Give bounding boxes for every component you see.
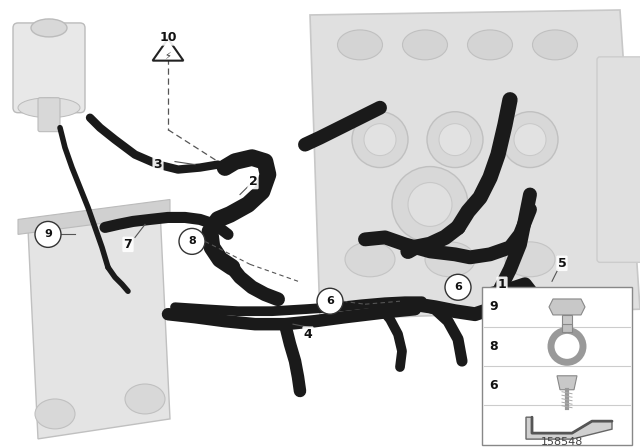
- Ellipse shape: [18, 98, 80, 118]
- Text: 3: 3: [154, 158, 163, 171]
- Polygon shape: [526, 417, 612, 439]
- Circle shape: [352, 112, 408, 168]
- Circle shape: [179, 228, 205, 254]
- Bar: [562, 324, 572, 332]
- Bar: [482, 287, 632, 445]
- FancyBboxPatch shape: [13, 23, 85, 113]
- Circle shape: [35, 221, 61, 247]
- Circle shape: [502, 112, 558, 168]
- Polygon shape: [152, 39, 184, 60]
- Polygon shape: [549, 299, 585, 315]
- Circle shape: [317, 288, 343, 314]
- Text: 2: 2: [248, 175, 257, 188]
- Text: ⚡: ⚡: [164, 51, 172, 61]
- Circle shape: [364, 124, 396, 155]
- Text: 10: 10: [159, 31, 177, 44]
- Circle shape: [427, 112, 483, 168]
- Text: 6: 6: [490, 379, 499, 392]
- Circle shape: [445, 274, 471, 300]
- Ellipse shape: [125, 384, 165, 414]
- Polygon shape: [18, 199, 170, 234]
- Text: 158548: 158548: [541, 437, 583, 447]
- Bar: [562, 315, 572, 329]
- FancyBboxPatch shape: [38, 98, 60, 132]
- Text: 8: 8: [490, 340, 499, 353]
- Circle shape: [439, 124, 471, 155]
- Text: 6: 6: [326, 296, 334, 306]
- Text: 4: 4: [303, 327, 312, 340]
- Text: 6: 6: [454, 282, 462, 292]
- Ellipse shape: [532, 30, 577, 60]
- Ellipse shape: [337, 30, 383, 60]
- Circle shape: [392, 167, 468, 242]
- Text: 9: 9: [44, 229, 52, 239]
- FancyBboxPatch shape: [597, 57, 640, 263]
- Ellipse shape: [35, 399, 75, 429]
- Ellipse shape: [345, 242, 395, 277]
- Ellipse shape: [31, 19, 67, 37]
- Text: 7: 7: [124, 238, 132, 251]
- Circle shape: [514, 124, 546, 155]
- Text: 5: 5: [557, 257, 566, 270]
- Ellipse shape: [425, 242, 475, 277]
- Polygon shape: [557, 376, 577, 390]
- Polygon shape: [28, 210, 170, 439]
- Circle shape: [408, 182, 452, 226]
- Text: 9: 9: [490, 301, 499, 314]
- Ellipse shape: [403, 30, 447, 60]
- Polygon shape: [310, 10, 640, 319]
- Text: 8: 8: [188, 237, 196, 246]
- Ellipse shape: [505, 242, 555, 277]
- Text: 1: 1: [498, 278, 506, 291]
- Ellipse shape: [467, 30, 513, 60]
